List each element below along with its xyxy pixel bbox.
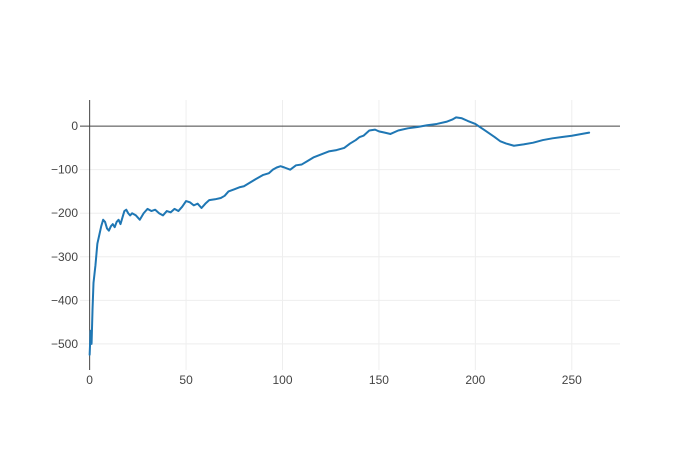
tick-labels: 0 50 100 150 200 250 0 −100 −200 −300 −400 −500 (51, 119, 582, 387)
axes (80, 100, 620, 370)
y-tick-label: −100 (51, 163, 78, 177)
x-tick-label: 150 (369, 373, 389, 387)
y-tick-label: −300 (51, 250, 78, 264)
x-tick-label: 0 (86, 373, 93, 387)
series-line (88, 116, 591, 356)
x-tick-label: 100 (272, 373, 292, 387)
y-tick-label: 0 (71, 119, 78, 133)
y-tick-label: −400 (51, 293, 78, 307)
series-group (88, 116, 591, 356)
x-tick-label: 200 (465, 373, 485, 387)
gridlines (80, 100, 620, 370)
x-tick-label: 250 (562, 373, 582, 387)
y-tick-label: −500 (51, 337, 78, 351)
y-tick-label: −200 (51, 206, 78, 220)
x-tick-label: 50 (179, 373, 193, 387)
